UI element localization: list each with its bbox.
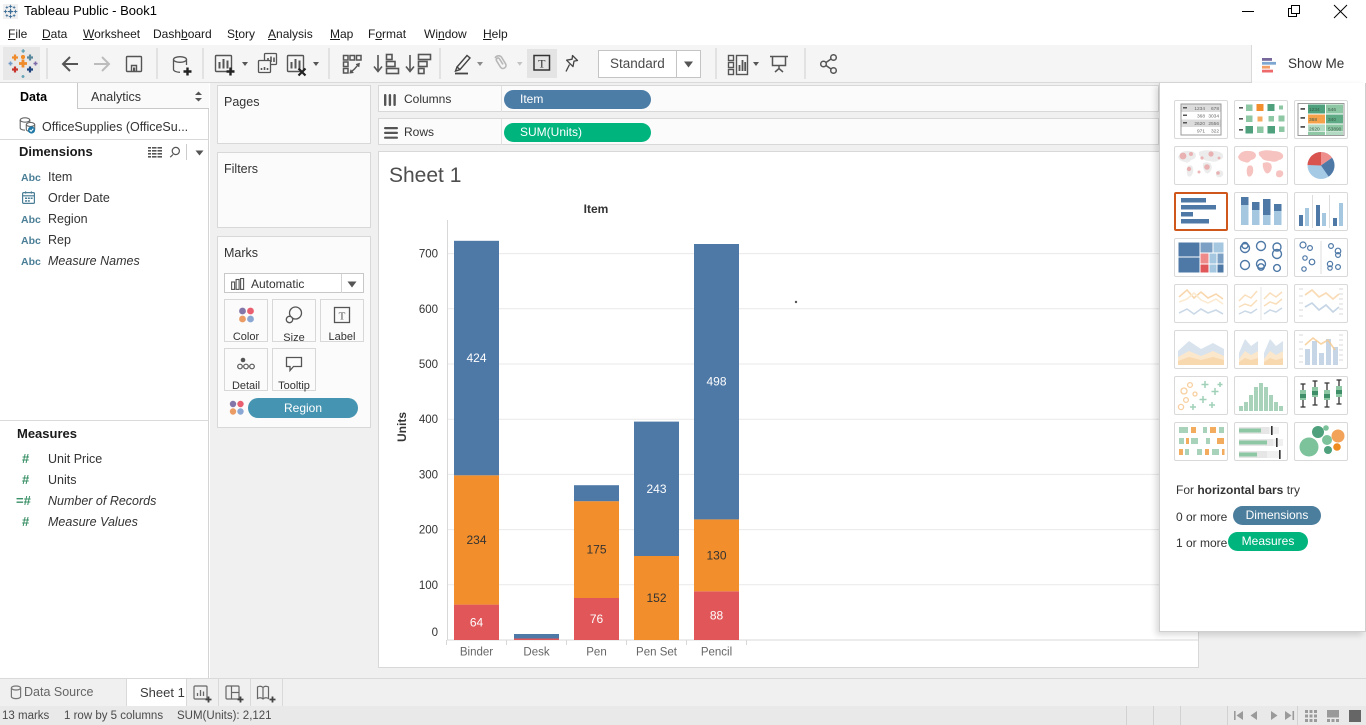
svg-text:53890: 53890: [1328, 127, 1342, 133]
svg-text:1234: 1234: [1194, 106, 1205, 112]
svg-text:2620: 2620: [1309, 127, 1320, 133]
svg-text:368: 368: [1197, 114, 1205, 120]
svg-text:322: 322: [1211, 129, 1219, 135]
svg-text:1234: 1234: [1309, 107, 1320, 113]
svg-text:T: T: [538, 57, 546, 71]
svg-text:64: 64: [470, 615, 484, 629]
svg-text:400: 400: [419, 414, 438, 426]
svg-text:Standard: Standard: [610, 56, 665, 71]
svg-text:234: 234: [466, 533, 486, 547]
svg-text:971: 971: [1197, 129, 1205, 135]
svg-text:368: 368: [1309, 117, 1317, 123]
svg-text:678: 678: [1211, 106, 1219, 112]
svg-text:3034: 3034: [1208, 114, 1219, 120]
svg-text:546: 546: [1328, 107, 1336, 113]
svg-text:2620: 2620: [1194, 121, 1205, 127]
svg-text:Pen Set: Pen Set: [636, 647, 678, 659]
svg-text:175: 175: [586, 543, 606, 557]
svg-text:424: 424: [466, 351, 486, 365]
svg-text:76: 76: [590, 612, 604, 626]
svg-text:200: 200: [419, 525, 438, 537]
svg-text:Pen: Pen: [586, 647, 606, 659]
svg-text:498: 498: [706, 375, 726, 389]
svg-text:340: 340: [1328, 117, 1336, 123]
svg-text:130: 130: [706, 548, 726, 562]
svg-text:88: 88: [710, 609, 724, 623]
svg-text:700: 700: [419, 249, 438, 261]
svg-text:Pencil: Pencil: [701, 647, 732, 659]
svg-text:0: 0: [432, 627, 438, 639]
svg-text:T: T: [339, 311, 346, 323]
svg-text:Desk: Desk: [523, 647, 549, 659]
svg-text:Binder: Binder: [460, 647, 493, 659]
svg-text:600: 600: [419, 304, 438, 316]
svg-text:500: 500: [419, 359, 438, 371]
svg-text:100: 100: [419, 580, 438, 592]
svg-text:300: 300: [419, 469, 438, 481]
svg-text:243: 243: [646, 482, 666, 496]
svg-text:2556: 2556: [1208, 121, 1219, 127]
svg-text:152: 152: [646, 591, 666, 605]
